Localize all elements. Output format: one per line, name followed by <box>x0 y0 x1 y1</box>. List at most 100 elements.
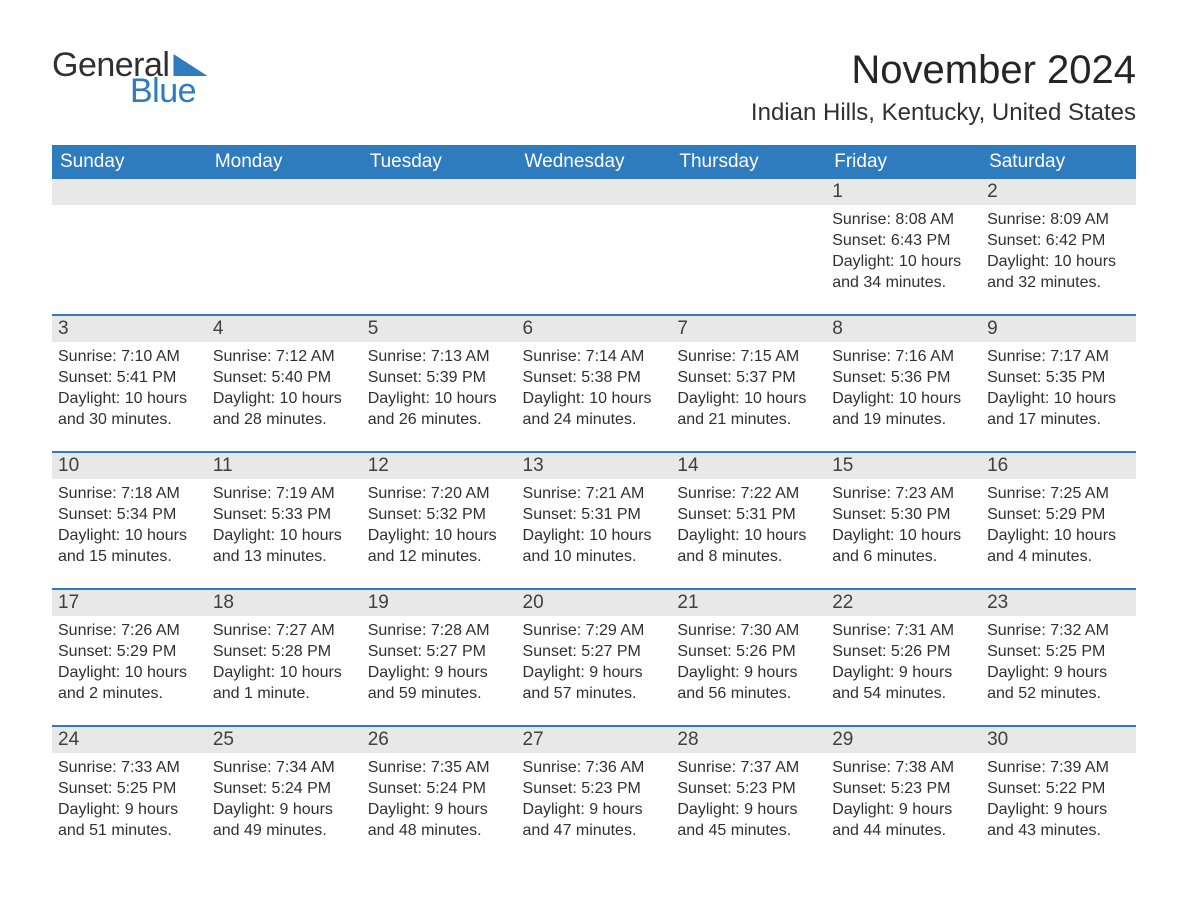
day-content-row: Sunrise: 8:08 AMSunset: 6:43 PMDaylight:… <box>52 205 1136 315</box>
daylight-line: Daylight: 9 hours and 44 minutes. <box>832 799 975 841</box>
daylight-line: Daylight: 10 hours and 17 minutes. <box>987 388 1130 430</box>
sunset-line: Sunset: 5:27 PM <box>368 641 511 662</box>
sunset-line: Sunset: 5:25 PM <box>58 778 201 799</box>
sunset-line: Sunset: 5:34 PM <box>58 504 201 525</box>
sunrise-line: Sunrise: 7:18 AM <box>58 483 201 504</box>
day-content-cell: Sunrise: 7:23 AMSunset: 5:30 PMDaylight:… <box>826 479 981 589</box>
sunset-line: Sunset: 5:23 PM <box>677 778 820 799</box>
sunrise-line: Sunrise: 7:15 AM <box>677 346 820 367</box>
sunrise-line: Sunrise: 7:19 AM <box>213 483 356 504</box>
col-header: Wednesday <box>517 145 672 179</box>
day-number-cell: 19 <box>362 589 517 616</box>
daylight-line: Daylight: 9 hours and 54 minutes. <box>832 662 975 704</box>
month-title: November 2024 <box>751 48 1136 93</box>
day-content-cell: Sunrise: 7:17 AMSunset: 5:35 PMDaylight:… <box>981 342 1136 452</box>
daylight-line: Daylight: 10 hours and 8 minutes. <box>677 525 820 567</box>
day-number-cell: 30 <box>981 726 1136 753</box>
sunset-line: Sunset: 5:26 PM <box>677 641 820 662</box>
sunrise-line: Sunrise: 7:35 AM <box>368 757 511 778</box>
sunset-line: Sunset: 5:22 PM <box>987 778 1130 799</box>
daynum-row: 17181920212223 <box>52 589 1136 616</box>
sunset-line: Sunset: 5:37 PM <box>677 367 820 388</box>
day-number-cell: 22 <box>826 589 981 616</box>
day-number-cell: 11 <box>207 452 362 479</box>
day-content-cell: Sunrise: 7:28 AMSunset: 5:27 PMDaylight:… <box>362 616 517 726</box>
day-content-cell: Sunrise: 7:30 AMSunset: 5:26 PMDaylight:… <box>671 616 826 726</box>
daylight-line: Daylight: 10 hours and 26 minutes. <box>368 388 511 430</box>
sunset-line: Sunset: 5:23 PM <box>832 778 975 799</box>
sunrise-line: Sunrise: 7:36 AM <box>523 757 666 778</box>
day-number-cell: 20 <box>517 589 672 616</box>
daylight-line: Daylight: 9 hours and 57 minutes. <box>523 662 666 704</box>
daylight-line: Daylight: 9 hours and 45 minutes. <box>677 799 820 841</box>
day-number-cell: 2 <box>981 179 1136 205</box>
day-content-row: Sunrise: 7:10 AMSunset: 5:41 PMDaylight:… <box>52 342 1136 452</box>
day-content-cell: Sunrise: 7:27 AMSunset: 5:28 PMDaylight:… <box>207 616 362 726</box>
day-content-cell: Sunrise: 7:21 AMSunset: 5:31 PMDaylight:… <box>517 479 672 589</box>
day-number-cell: 26 <box>362 726 517 753</box>
daylight-line: Daylight: 10 hours and 30 minutes. <box>58 388 201 430</box>
sunset-line: Sunset: 6:42 PM <box>987 230 1130 251</box>
sunset-line: Sunset: 5:30 PM <box>832 504 975 525</box>
col-header: Tuesday <box>362 145 517 179</box>
day-content-cell: Sunrise: 7:15 AMSunset: 5:37 PMDaylight:… <box>671 342 826 452</box>
day-content-cell: Sunrise: 7:31 AMSunset: 5:26 PMDaylight:… <box>826 616 981 726</box>
daylight-line: Daylight: 10 hours and 34 minutes. <box>832 251 975 293</box>
sunset-line: Sunset: 5:28 PM <box>213 641 356 662</box>
day-number-cell: 7 <box>671 315 826 342</box>
day-number-cell: 24 <box>52 726 207 753</box>
sunset-line: Sunset: 5:32 PM <box>368 504 511 525</box>
day-number-cell: 12 <box>362 452 517 479</box>
daylight-line: Daylight: 10 hours and 10 minutes. <box>523 525 666 567</box>
daylight-line: Daylight: 10 hours and 2 minutes. <box>58 662 201 704</box>
daylight-line: Daylight: 9 hours and 56 minutes. <box>677 662 820 704</box>
sunrise-line: Sunrise: 7:22 AM <box>677 483 820 504</box>
day-content-cell: Sunrise: 7:33 AMSunset: 5:25 PMDaylight:… <box>52 753 207 863</box>
sunrise-line: Sunrise: 7:33 AM <box>58 757 201 778</box>
flag-icon <box>173 54 207 76</box>
daylight-line: Daylight: 9 hours and 47 minutes. <box>523 799 666 841</box>
day-number-cell: 16 <box>981 452 1136 479</box>
day-content-cell <box>362 205 517 315</box>
col-header: Saturday <box>981 145 1136 179</box>
daynum-row: 10111213141516 <box>52 452 1136 479</box>
day-number-cell: 28 <box>671 726 826 753</box>
day-number-cell: 23 <box>981 589 1136 616</box>
col-header: Friday <box>826 145 981 179</box>
sunrise-line: Sunrise: 7:21 AM <box>523 483 666 504</box>
sunset-line: Sunset: 5:29 PM <box>58 641 201 662</box>
daylight-line: Daylight: 9 hours and 52 minutes. <box>987 662 1130 704</box>
daynum-row: 24252627282930 <box>52 726 1136 753</box>
sunset-line: Sunset: 5:31 PM <box>677 504 820 525</box>
day-content-cell: Sunrise: 8:08 AMSunset: 6:43 PMDaylight:… <box>826 205 981 315</box>
day-content-cell: Sunrise: 7:26 AMSunset: 5:29 PMDaylight:… <box>52 616 207 726</box>
day-number-cell: 17 <box>52 589 207 616</box>
daylight-line: Daylight: 9 hours and 51 minutes. <box>58 799 201 841</box>
daylight-line: Daylight: 9 hours and 48 minutes. <box>368 799 511 841</box>
sunrise-line: Sunrise: 7:20 AM <box>368 483 511 504</box>
daylight-line: Daylight: 10 hours and 24 minutes. <box>523 388 666 430</box>
sunrise-line: Sunrise: 7:31 AM <box>832 620 975 641</box>
day-number-cell: 13 <box>517 452 672 479</box>
sunset-line: Sunset: 6:43 PM <box>832 230 975 251</box>
day-content-cell: Sunrise: 7:13 AMSunset: 5:39 PMDaylight:… <box>362 342 517 452</box>
day-content-cell: Sunrise: 7:35 AMSunset: 5:24 PMDaylight:… <box>362 753 517 863</box>
daylight-line: Daylight: 10 hours and 1 minute. <box>213 662 356 704</box>
sunrise-line: Sunrise: 8:08 AM <box>832 209 975 230</box>
day-content-cell: Sunrise: 7:22 AMSunset: 5:31 PMDaylight:… <box>671 479 826 589</box>
day-number-cell <box>207 179 362 205</box>
sunset-line: Sunset: 5:36 PM <box>832 367 975 388</box>
day-content-cell: Sunrise: 7:19 AMSunset: 5:33 PMDaylight:… <box>207 479 362 589</box>
col-header: Thursday <box>671 145 826 179</box>
sunrise-line: Sunrise: 7:28 AM <box>368 620 511 641</box>
day-content-cell: Sunrise: 7:20 AMSunset: 5:32 PMDaylight:… <box>362 479 517 589</box>
page-root: General Blue November 2024 Indian Hills,… <box>0 0 1188 903</box>
calendar-table: Sunday Monday Tuesday Wednesday Thursday… <box>52 145 1136 863</box>
day-number-cell: 4 <box>207 315 362 342</box>
daylight-line: Daylight: 10 hours and 12 minutes. <box>368 525 511 567</box>
day-number-cell: 21 <box>671 589 826 616</box>
sunrise-line: Sunrise: 7:39 AM <box>987 757 1130 778</box>
sunrise-line: Sunrise: 7:34 AM <box>213 757 356 778</box>
day-number-cell <box>52 179 207 205</box>
sunrise-line: Sunrise: 7:17 AM <box>987 346 1130 367</box>
